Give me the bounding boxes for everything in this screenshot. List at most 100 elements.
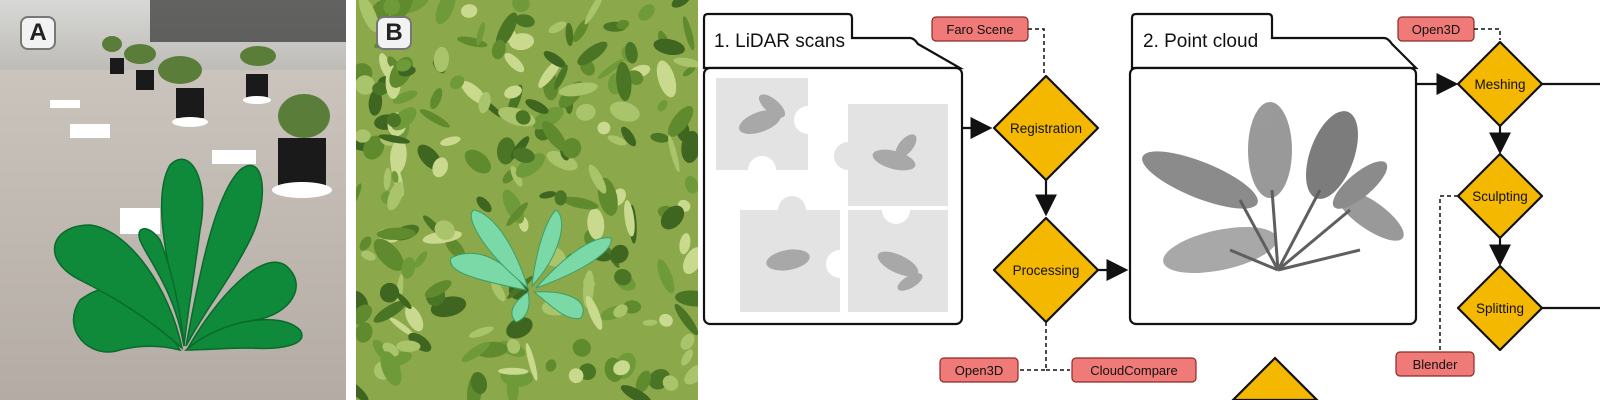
tag-open3d-bottom: [939, 357, 1019, 383]
panel-label-a: A: [20, 16, 56, 50]
field-leaf: [562, 196, 599, 210]
field-leaf: [392, 90, 418, 104]
field-leaf: [356, 304, 373, 325]
panel-label-b: B: [376, 16, 412, 50]
field-leaf: [681, 349, 694, 366]
field-leaf: [506, 317, 533, 339]
step-meshing: Meshing: [1456, 40, 1544, 128]
field-leaf: [356, 322, 373, 343]
field-leaf: [548, 21, 567, 34]
field-leaf: [383, 0, 401, 15]
field-leaf: [491, 39, 506, 60]
field-leaf: [373, 238, 404, 271]
field-leaf: [588, 164, 607, 194]
field-leaf: [372, 82, 389, 96]
field-leaf: [359, 236, 372, 251]
svg-text:Meshing: Meshing: [1474, 77, 1525, 92]
field-leaf: [568, 368, 584, 384]
field-leaf: [476, 22, 485, 46]
field-leaf: [616, 19, 629, 30]
field-leaf: [376, 227, 416, 240]
field-leaf: [539, 191, 557, 199]
field-leaf: [680, 333, 695, 350]
field-leaf: [532, 106, 564, 130]
svg-text:Splitting: Splitting: [1476, 301, 1524, 316]
field-leaf: [380, 351, 402, 386]
field-leaf: [461, 342, 490, 363]
field-leaf: [509, 33, 535, 51]
field-leaf: [638, 4, 655, 21]
field-leaf: [554, 64, 568, 90]
field-leaf: [587, 208, 605, 240]
svg-text:Sculpting: Sculpting: [1472, 189, 1528, 204]
field-leaf: [515, 153, 546, 178]
step-registration: Registration: [992, 74, 1100, 182]
box1-title-tab: 1. LiDAR scans: [702, 12, 965, 70]
field-leaf: [546, 151, 578, 171]
field-leaf: [525, 343, 538, 381]
field-leaf: [401, 256, 416, 279]
field-leaf: [383, 167, 391, 191]
tag-faro-label: Faro Scene: [946, 22, 1013, 37]
field-leaf: [363, 135, 385, 160]
step-processing: Processing: [992, 216, 1100, 324]
box2-title-tab: 2. Point cloud: [1130, 12, 1419, 70]
field-leaf: [513, 147, 535, 163]
field-leaf: [683, 247, 698, 275]
field-leaf: [585, 295, 603, 330]
field-leaf: [432, 157, 449, 178]
field-leaf: [650, 132, 670, 143]
field-leaf: [682, 65, 696, 77]
field-leaf: [538, 58, 562, 88]
field-leaf: [378, 134, 411, 144]
field-leaf: [597, 59, 624, 80]
field-leaf: [625, 41, 638, 64]
field-leaf: [379, 282, 400, 303]
field-leaf: [449, 75, 465, 90]
field-leaf: [561, 138, 582, 159]
field-leaf: [495, 12, 518, 48]
field-leaf: [660, 205, 685, 230]
field-leaf: [584, 0, 604, 25]
field-leaf: [682, 16, 695, 51]
field-leaf: [613, 360, 630, 376]
field-leaf: [572, 338, 591, 357]
field-leaf: [609, 101, 640, 122]
field-leaf: [667, 105, 694, 137]
field-leaf: [621, 126, 637, 147]
field-leaf: [512, 0, 530, 13]
field-leaf: [616, 61, 632, 102]
svg-text:Open3D: Open3D: [955, 363, 1003, 378]
field-leaf: [635, 370, 652, 393]
field-leaf: [478, 91, 491, 114]
field-leaf: [673, 57, 698, 68]
field-leaf: [368, 89, 383, 116]
field-leaf: [468, 326, 494, 338]
puzzle-icon: [716, 78, 948, 312]
field-leaf: [681, 130, 698, 163]
field-leaf: [504, 85, 522, 99]
field-leaf: [389, 317, 415, 337]
field-leaf: [470, 371, 488, 395]
step-sculpting: Sculpting: [1456, 152, 1544, 240]
field-leaf: [656, 60, 677, 98]
photo-field-plant: [356, 0, 698, 400]
photo-greenhouse-plant: [0, 0, 346, 400]
field-leaf: [390, 138, 407, 174]
field-leaf: [445, 236, 466, 260]
field-leaf: [356, 75, 375, 95]
field-leaf: [414, 251, 428, 268]
field-leaf: [408, 332, 432, 352]
field-leaf: [430, 87, 443, 110]
field-leaf: [614, 269, 632, 286]
field-leaf: [396, 292, 412, 309]
step-splitting: Splitting: [1456, 264, 1544, 352]
field-leaf: [356, 380, 369, 400]
field-leaf: [671, 0, 691, 8]
pipeline-diagram: 1. LiDAR scans Faro Scene Registration P…: [702, 12, 1600, 400]
field-leaf: [674, 303, 698, 336]
field-leaf: [610, 244, 629, 264]
field-leaf: [525, 99, 549, 114]
field-leaf: [545, 359, 557, 372]
field-leaf: [684, 364, 698, 385]
